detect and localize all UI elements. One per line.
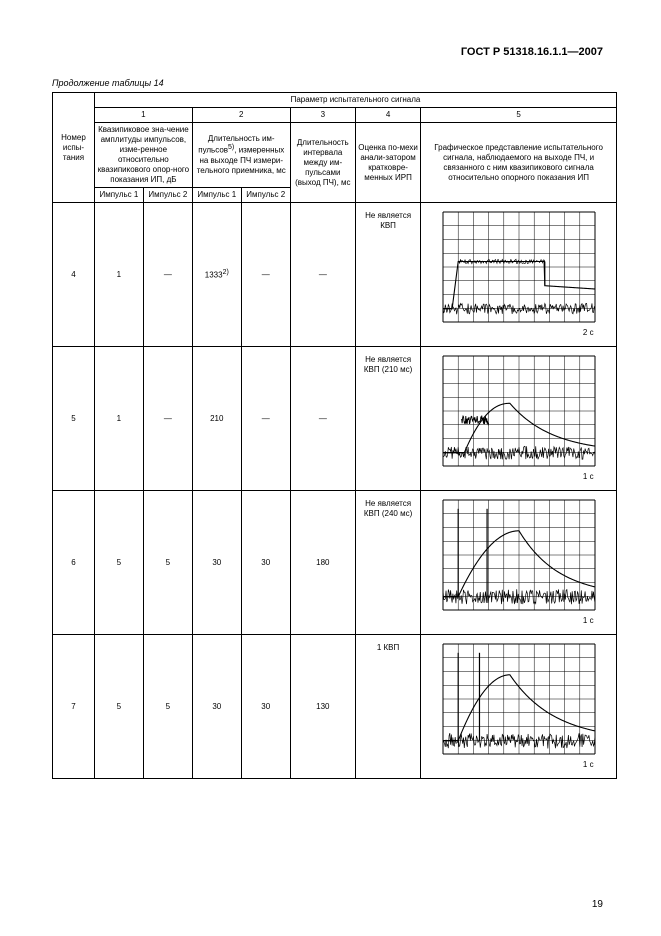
table-row: 51—210——Не является КВП (210 мс)1 с xyxy=(53,347,617,491)
time-axis-label: 2 с xyxy=(442,328,596,338)
header-col2-num: 2 xyxy=(192,108,290,123)
header-imp2a: Импульс 2 xyxy=(143,188,192,203)
header-col1-num: 1 xyxy=(94,108,192,123)
header-col1-desc: Квазипиковое зна-чение амплитуды импульс… xyxy=(94,123,192,188)
header-col4-desc: Оценка по-мехи анали-затором кратковре-м… xyxy=(355,123,420,203)
table-row: 75530301301 КВП1 с xyxy=(53,635,617,779)
signal-chart: 1 с xyxy=(421,635,617,779)
header-imp2b: Импульс 2 xyxy=(241,188,290,203)
header-col5-num: 5 xyxy=(421,108,617,123)
header-col5-desc: Графическое представление испытательного… xyxy=(421,123,617,203)
header-col4-num: 4 xyxy=(355,108,420,123)
signal-chart: 2 с xyxy=(421,203,617,347)
header-imp1a: Импульс 1 xyxy=(94,188,143,203)
time-axis-label: 1 с xyxy=(442,760,596,770)
header-test-number: Номер испы-тания xyxy=(53,93,95,203)
header-col2-desc: Длительность им-пульсов5), измеренных на… xyxy=(192,123,290,188)
document-id: ГОСТ Р 51318.16.1.1—2007 xyxy=(461,46,603,58)
signal-parameters-table: Номер испы-тания Параметр испытательного… xyxy=(52,92,617,779)
signal-chart: 1 с xyxy=(421,347,617,491)
header-col3-num: 3 xyxy=(290,108,355,123)
time-axis-label: 1 с xyxy=(442,616,596,626)
header-col3-desc: Длительность интервала между им-пульсами… xyxy=(290,123,355,203)
table-caption: Продолжение таблицы 14 xyxy=(52,78,617,88)
time-axis-label: 1 с xyxy=(442,472,596,482)
table-row: 41—13332)——Не является КВП2 с xyxy=(53,203,617,347)
table-row: 6553030180Не является КВП (240 мс)1 с xyxy=(53,491,617,635)
header-param-group: Параметр испытательного сигнала xyxy=(94,93,616,108)
page-number: 19 xyxy=(592,899,603,910)
header-imp1b: Импульс 1 xyxy=(192,188,241,203)
signal-chart: 1 с xyxy=(421,491,617,635)
